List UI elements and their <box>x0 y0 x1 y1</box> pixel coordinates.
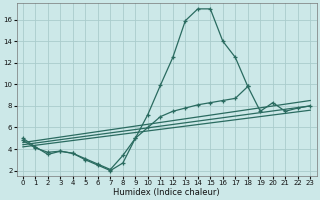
X-axis label: Humidex (Indice chaleur): Humidex (Indice chaleur) <box>113 188 220 197</box>
